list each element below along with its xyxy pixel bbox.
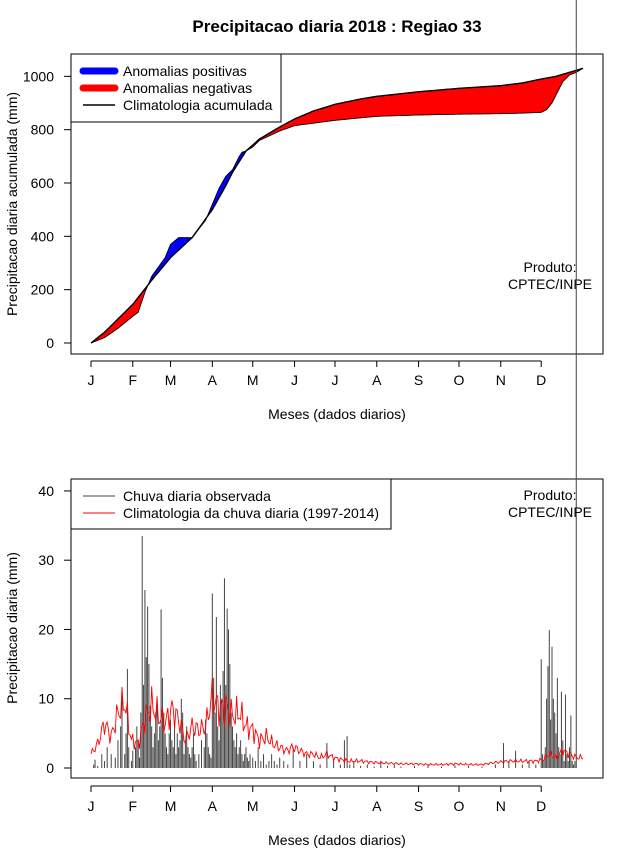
bottom-y-tick-label: 30 (38, 552, 54, 568)
top-x-tick-label: A (372, 372, 382, 388)
top-y-tick-label: 800 (31, 122, 55, 138)
top-legend: Anomalias positivas Anomalias negativas … (70, 53, 282, 123)
top-x-tick-label: J (88, 372, 95, 388)
top-x-axis-label: Meses (dados diarios) (268, 406, 406, 422)
bottom-annotation-line1: Produto: (524, 487, 577, 503)
top-y-tick-label: 400 (31, 228, 55, 244)
bottom-legend: Chuva diaria observada Climatologia da c… (70, 478, 392, 530)
bottom-y-tick-label: 20 (38, 621, 54, 637)
daily-precipitation-panel: 0 10 20 30 40 J F M A M J J A S O N D Chuva diaria obse… (4, 0, 604, 848)
bottom-y-tick-label: 10 (38, 691, 54, 707)
bottom-x-tick-label: N (496, 798, 506, 814)
daily-climatology-line (90, 677, 584, 767)
bottom-x-tick-label: M (165, 798, 177, 814)
legend-label-observed: Chuva diaria observada (123, 488, 271, 504)
top-x-tick-label: A (208, 372, 218, 388)
top-y-tick-label: 200 (31, 282, 55, 298)
top-x-tick-label: M (165, 372, 177, 388)
bottom-x-tick-label: F (129, 798, 138, 814)
top-x-tick-label: D (536, 372, 546, 388)
legend-label-daily-climatology: Climatologia da chuva diaria (1997-2014) (123, 505, 379, 521)
bottom-x-tick-label: J (291, 798, 298, 814)
bottom-annotation-line2: CPTEC/INPE (508, 504, 592, 520)
bottom-x-tick-label: S (414, 798, 423, 814)
climatology-accumulated-line (90, 67, 584, 344)
bottom-x-tick-label: O (454, 798, 465, 814)
legend-label-positive: Anomalias positivas (123, 63, 247, 79)
bottom-y-tick-label: 0 (46, 760, 54, 776)
bottom-x-tick-label: J (331, 798, 338, 814)
top-y-axis: 0 200 400 600 800 1000 (23, 68, 72, 351)
bottom-y-tick-label: 40 (38, 483, 54, 499)
daily-observed-bars (93, 0, 577, 768)
top-y-axis-label: Precipitacao diaria acumulada (mm) (4, 92, 20, 316)
daily-climatology-line (90, 677, 584, 767)
bottom-y-axis-label: Precipitacao diaria (mm) (4, 552, 20, 704)
top-annotation-line1: Produto: (524, 259, 577, 275)
accumulated-precipitation-panel: 0 200 400 600 800 1000 J F M A M J J A S O N D Anomalias… (4, 53, 604, 422)
top-x-tick-label: F (129, 372, 138, 388)
bottom-x-tick-label: M (247, 798, 259, 814)
chart-title: Precipitacao diaria 2018 : Regiao 33 (192, 17, 481, 36)
top-y-tick-label: 0 (46, 335, 54, 351)
top-y-tick-label: 1000 (23, 68, 54, 84)
observed-accumulated-line (90, 67, 584, 344)
top-x-tick-label: N (496, 372, 506, 388)
top-x-tick-label: O (454, 372, 465, 388)
top-x-tick-label: J (331, 372, 338, 388)
legend-label-climatology: Climatologia acumulada (123, 97, 273, 113)
top-x-tick-label: S (414, 372, 423, 388)
top-x-tick-label: M (247, 372, 259, 388)
accumulated-lines (90, 67, 584, 344)
bottom-legend-box (70, 478, 392, 530)
bottom-x-tick-label: A (208, 798, 218, 814)
legend-label-negative: Anomalias negativas (123, 80, 252, 96)
top-x-tick-label: J (291, 372, 298, 388)
bottom-x-tick-label: D (536, 798, 546, 814)
top-y-tick-label: 600 (31, 175, 55, 191)
bottom-x-tick-label: A (372, 798, 382, 814)
bottom-y-axis: 0 10 20 30 40 (38, 483, 72, 776)
bottom-x-axis-label: Meses (dados diarios) (268, 832, 406, 848)
bottom-x-tick-label: J (88, 798, 95, 814)
top-annotation-line2: CPTEC/INPE (508, 276, 592, 292)
